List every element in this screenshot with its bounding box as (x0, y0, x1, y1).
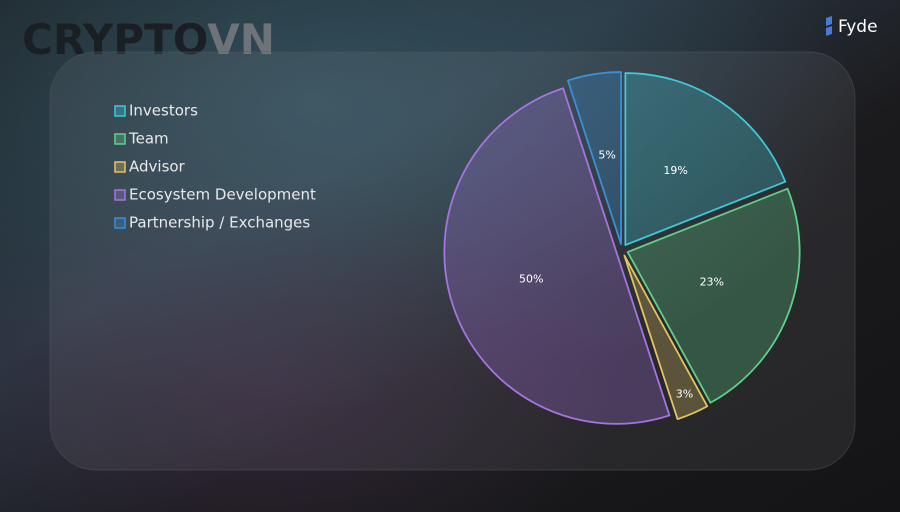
pie-slice (443, 87, 671, 425)
legend-swatch (114, 217, 126, 229)
legend-label: Team (128, 130, 169, 148)
pie-slice (567, 71, 622, 245)
legend: Investors Team Advisor Ecosystem Developmen… (114, 102, 316, 232)
legend-swatch (114, 133, 126, 145)
brand: Fyde (838, 17, 878, 37)
watermark: CRYPTOVN (22, 15, 275, 64)
data-label: 5% (598, 149, 615, 162)
data-label: 3% (676, 387, 693, 400)
pie-slice (626, 187, 801, 404)
legend-swatch (114, 105, 126, 117)
pie: 19% 23% 3% 50% 5% (443, 71, 801, 425)
brand-icon (826, 16, 832, 36)
legend-label: Advisor (129, 158, 186, 176)
watermark-part: VN (207, 15, 275, 64)
pie-slice (623, 254, 709, 420)
data-label: 23% (700, 275, 724, 288)
data-label: 19% (663, 164, 687, 177)
legend-swatch (114, 189, 126, 201)
legend-swatch (114, 161, 126, 173)
legend-label: Ecosystem Development (129, 186, 316, 204)
pie-slice (624, 72, 787, 246)
legend-label: Investors (129, 102, 198, 120)
data-label: 50% (519, 272, 543, 285)
legend-label: Partnership / Exchanges (129, 214, 310, 232)
watermark-part: CRYPTO (22, 15, 207, 64)
